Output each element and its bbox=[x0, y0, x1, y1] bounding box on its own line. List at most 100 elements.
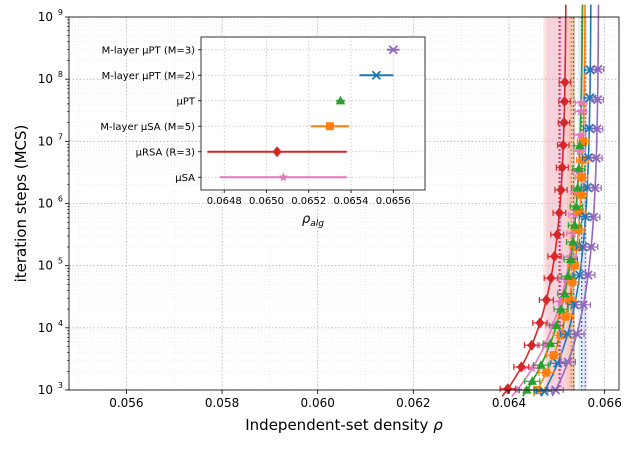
inset-x-tick-label: 0.0656 bbox=[376, 196, 411, 207]
y-tick-exponent: 3 bbox=[58, 381, 63, 390]
threshold-band bbox=[566, 17, 576, 390]
data-point bbox=[574, 225, 583, 234]
y-tick-label: 10 bbox=[38, 383, 53, 397]
data-point bbox=[582, 182, 592, 192]
data-point bbox=[542, 368, 551, 377]
x-tick-label: 0.066 bbox=[587, 396, 621, 410]
x-axis-label: Independent-set density ρ bbox=[245, 416, 443, 434]
x-tick-label: 0.056 bbox=[109, 396, 143, 410]
x-tick-label: 0.064 bbox=[492, 396, 526, 410]
data-point bbox=[559, 117, 569, 129]
data-point bbox=[522, 385, 532, 394]
data-point bbox=[585, 65, 595, 75]
data-point bbox=[539, 386, 549, 396]
data-point bbox=[554, 207, 564, 219]
fit-curve bbox=[522, 4, 584, 397]
data-point bbox=[574, 146, 585, 156]
x-tick-label: 0.060 bbox=[301, 396, 335, 410]
y-tick-label: 10 bbox=[38, 134, 53, 148]
fit-curve bbox=[501, 4, 567, 397]
inset-category-label: μSA bbox=[175, 173, 195, 184]
data-point bbox=[545, 338, 556, 347]
threshold-band bbox=[584, 17, 587, 390]
y-tick-label: 10 bbox=[38, 321, 53, 335]
y-tick-exponent: 8 bbox=[58, 70, 63, 79]
y-tick-exponent: 6 bbox=[58, 195, 63, 204]
data-point bbox=[578, 242, 588, 252]
inset-x-tick-label: 0.0652 bbox=[291, 196, 326, 207]
inset-point bbox=[278, 172, 289, 182]
data-point bbox=[592, 95, 603, 105]
data-point bbox=[556, 184, 566, 196]
data-point bbox=[503, 383, 513, 395]
data-point bbox=[575, 140, 585, 150]
y-tick-exponent: 5 bbox=[58, 257, 63, 266]
x-tick-label: 0.058 bbox=[205, 396, 239, 410]
data-point bbox=[575, 208, 584, 217]
data-point bbox=[592, 124, 602, 134]
data-point bbox=[546, 272, 556, 284]
data-point bbox=[576, 97, 586, 107]
data-point bbox=[591, 153, 601, 163]
inset-point bbox=[325, 122, 334, 131]
data-point bbox=[565, 254, 576, 264]
y-tick-label: 10 bbox=[38, 72, 53, 86]
inset-point bbox=[388, 45, 398, 55]
data-points bbox=[499, 64, 605, 396]
inset-plot: 0.0648 0.0650 0.0652 0.0654 0.0656 M-layer μ… bbox=[100, 36, 426, 229]
data-point bbox=[570, 209, 580, 219]
data-point bbox=[580, 211, 591, 222]
data-point bbox=[583, 152, 594, 163]
y-axis-label: iteration steps (MCS) bbox=[12, 125, 30, 283]
data-point bbox=[512, 385, 522, 395]
inset-category-label: M-layer μSA (M=5) bbox=[100, 122, 195, 133]
data-point bbox=[593, 64, 603, 74]
inset-point bbox=[371, 70, 382, 80]
data-point bbox=[563, 271, 573, 280]
inset-frame bbox=[200, 36, 426, 191]
data-point bbox=[527, 376, 538, 385]
data-point bbox=[541, 294, 551, 306]
y-tick-label: 10 bbox=[38, 197, 53, 211]
data-point bbox=[588, 212, 599, 222]
inset-x-ticks: 0.0648 0.0650 0.0652 0.0654 0.0656 bbox=[207, 190, 411, 207]
inset-category-labels: M-layer μPT (M=3) M-layer μPT (M=2) μPT M-l… bbox=[100, 45, 201, 184]
data-point bbox=[557, 161, 567, 173]
inset-category-label: M-layer μPT (M=2) bbox=[102, 71, 195, 82]
data-point bbox=[539, 340, 550, 350]
data-point bbox=[579, 137, 588, 146]
data-point bbox=[516, 361, 526, 373]
data-point bbox=[585, 93, 595, 103]
data-point bbox=[590, 183, 600, 193]
data-point bbox=[586, 242, 596, 252]
inset-x-tick-label: 0.0650 bbox=[249, 196, 284, 207]
data-point bbox=[573, 163, 584, 173]
data-point bbox=[536, 360, 546, 369]
x-tick-label: 0.062 bbox=[396, 396, 430, 410]
data-point bbox=[560, 96, 570, 108]
data-point bbox=[549, 351, 558, 360]
inset-x-tick-label: 0.0648 bbox=[207, 196, 242, 207]
data-point bbox=[563, 329, 573, 339]
data-point bbox=[535, 317, 545, 329]
inset-background bbox=[201, 37, 425, 190]
data-point bbox=[575, 130, 585, 140]
y-tick-label: 10 bbox=[38, 10, 53, 24]
data-point bbox=[558, 139, 568, 151]
data-point bbox=[578, 300, 589, 310]
data-point bbox=[571, 201, 582, 211]
data-point bbox=[576, 106, 586, 116]
data-point bbox=[555, 296, 566, 306]
inset-error-bars bbox=[207, 45, 400, 182]
data-point bbox=[527, 339, 537, 351]
data-point bbox=[559, 288, 570, 298]
data-point bbox=[563, 357, 573, 367]
data-point bbox=[569, 220, 580, 229]
data-point bbox=[552, 229, 562, 241]
data-point bbox=[575, 270, 585, 280]
data-point bbox=[556, 304, 566, 313]
data-point bbox=[551, 320, 562, 329]
threshold-band bbox=[577, 17, 586, 390]
data-point bbox=[561, 312, 570, 321]
data-point bbox=[568, 237, 578, 246]
